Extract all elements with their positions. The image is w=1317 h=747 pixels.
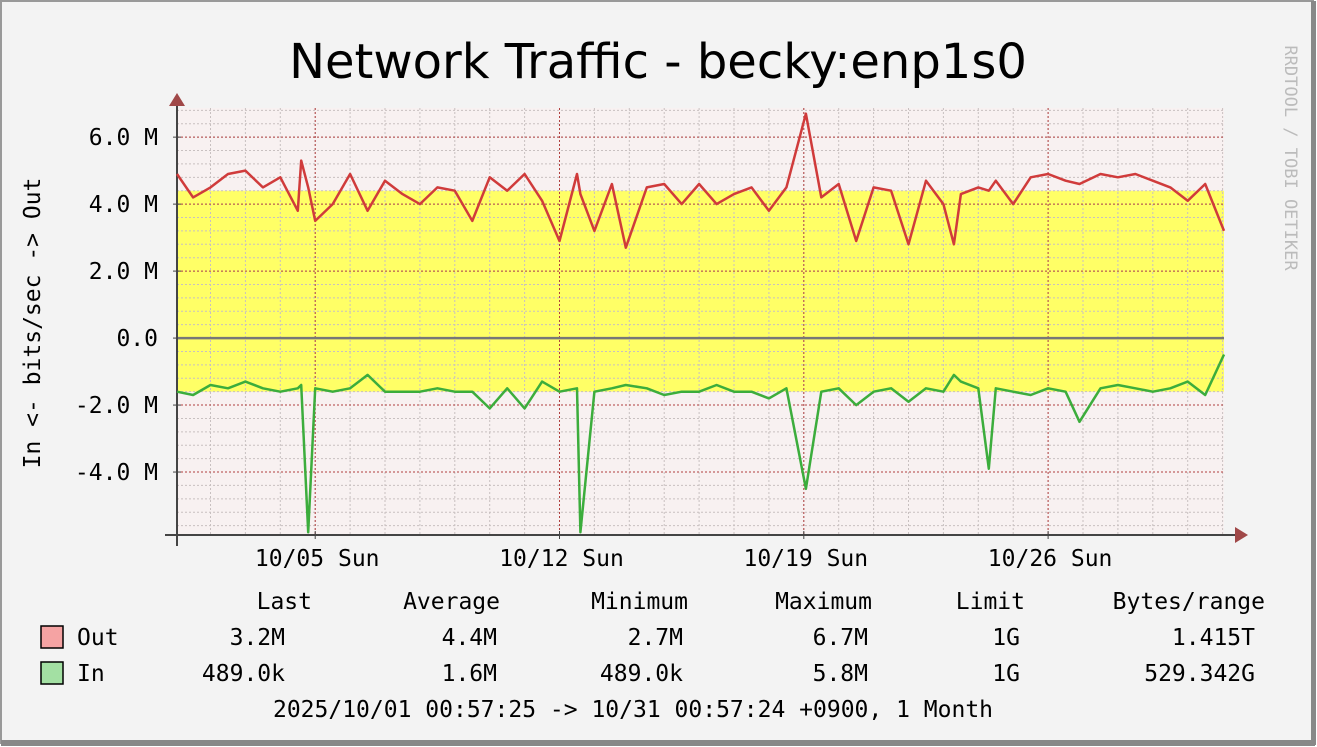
stats-value: 6.7M (813, 625, 868, 651)
y-tick-label: 0.0 (116, 326, 158, 352)
legend-swatch (40, 625, 64, 649)
stats-value: 1G (992, 661, 1020, 687)
average-band (177, 190, 1224, 392)
legend-label: Out (77, 625, 119, 651)
stats-value: 3.2M (230, 625, 285, 651)
y-tick-label: -4.0 M (75, 460, 158, 486)
frame-shadow (1, 740, 1315, 746)
y-tick-label: 6.0 M (89, 125, 158, 151)
y-tick-label: 2.0 M (89, 259, 158, 285)
stats-header: Average (403, 589, 500, 615)
stats-header: Last (257, 589, 312, 615)
chart-title: Network Traffic - becky:enp1s0 (289, 34, 1027, 90)
stats-value: 4.4M (442, 625, 497, 651)
stats-value: 529.342G (1144, 661, 1255, 687)
stats-value: 1G (992, 625, 1020, 651)
watermark: RRDTOOL / TOBI OETIKER (1280, 45, 1300, 271)
stats-value: 489.0k (600, 661, 683, 687)
stats-header: Maximum (775, 589, 872, 615)
legend-label: In (77, 661, 105, 687)
frame-shadow (1311, 1, 1316, 745)
x-tick-label: 10/26 Sun (988, 546, 1113, 572)
stats-value: 1.6M (442, 661, 497, 687)
x-tick-label: 10/12 Sun (499, 546, 624, 572)
y-tick-label: -2.0 M (75, 393, 158, 419)
y-tick-label: 4.0 M (89, 192, 158, 218)
stats-value: 2.7M (628, 625, 683, 651)
x-tick-label: 10/19 Sun (743, 546, 868, 572)
series-line (176, 353, 1226, 534)
series-line (175, 112, 1226, 249)
footer: 2025/10/01 00:57:25 -> 10/31 00:57:24 +0… (273, 697, 993, 723)
stats-header: Bytes/range (1113, 589, 1265, 615)
stats-header: Minimum (591, 589, 688, 615)
y-axis-label: In <- bits/sec -> Out (20, 178, 46, 469)
stats-value: 489.0k (202, 661, 285, 687)
x-axis-arrow (1235, 527, 1248, 543)
legend-swatch (40, 661, 64, 685)
stats-value: 5.8M (813, 661, 868, 687)
stats-value: 1.415T (1172, 625, 1255, 651)
y-axis-arrow (169, 93, 185, 106)
stats-header: Limit (956, 589, 1025, 615)
x-tick-label: 10/05 Sun (255, 546, 380, 572)
